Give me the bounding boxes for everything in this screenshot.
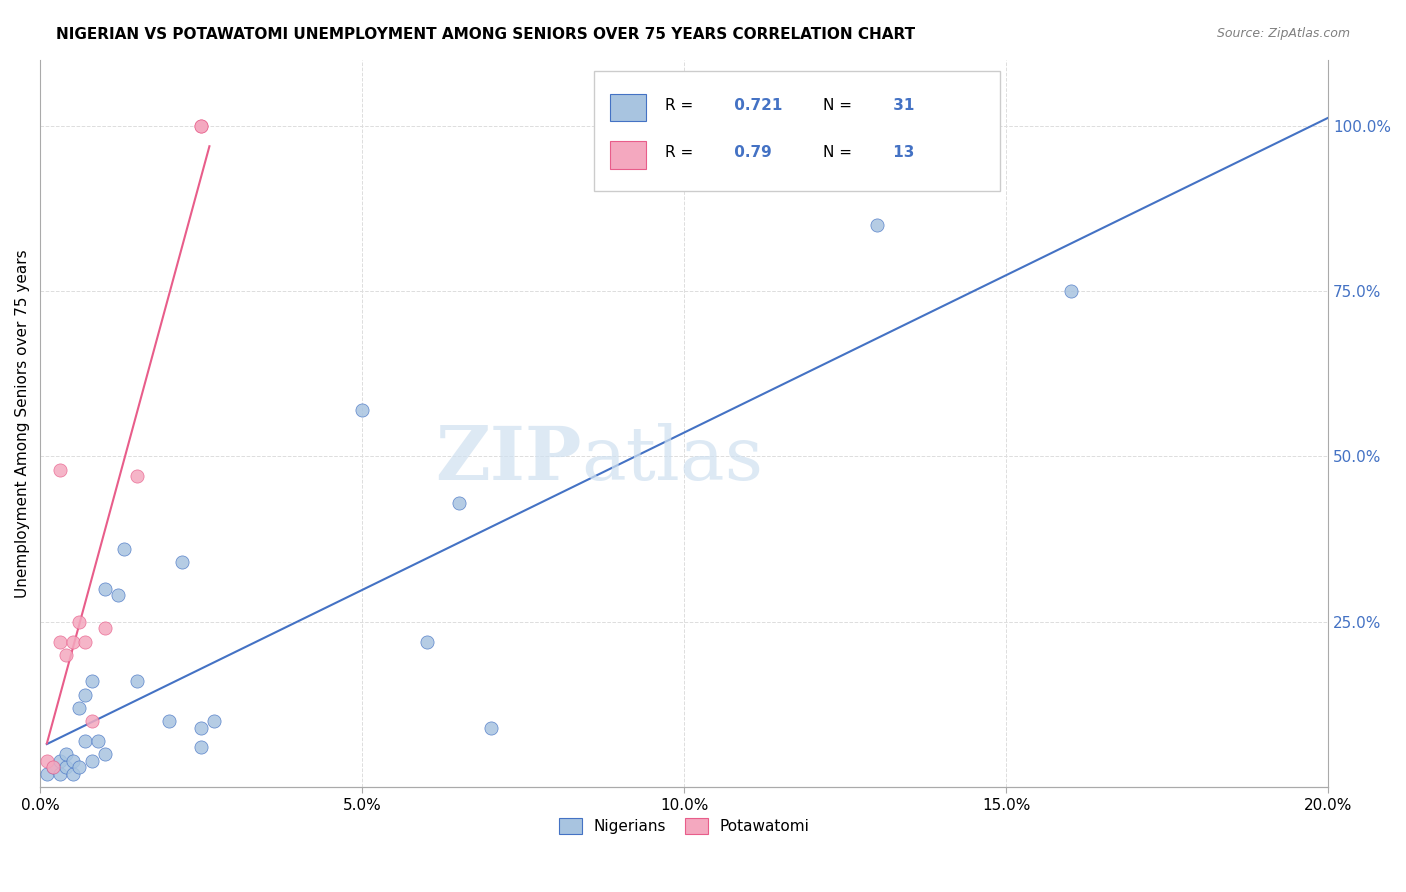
Point xyxy=(62,767,84,781)
Point xyxy=(67,615,90,629)
Point xyxy=(416,634,439,648)
Text: NIGERIAN VS POTAWATOMI UNEMPLOYMENT AMONG SENIORS OVER 75 YEARS CORRELATION CHAR: NIGERIAN VS POTAWATOMI UNEMPLOYMENT AMON… xyxy=(56,27,915,42)
Point xyxy=(87,734,110,748)
Point xyxy=(94,747,117,761)
Point xyxy=(48,754,70,768)
Point xyxy=(190,119,212,133)
Text: 0.721: 0.721 xyxy=(730,98,783,113)
Point xyxy=(42,760,65,774)
Point xyxy=(48,634,70,648)
Point xyxy=(80,714,103,728)
Point xyxy=(157,714,180,728)
Point xyxy=(67,700,90,714)
Y-axis label: Unemployment Among Seniors over 75 years: Unemployment Among Seniors over 75 years xyxy=(15,249,30,598)
Text: 0.79: 0.79 xyxy=(730,145,772,161)
Point xyxy=(80,754,103,768)
Point xyxy=(94,621,117,635)
Point xyxy=(447,496,470,510)
Point xyxy=(75,634,97,648)
Point xyxy=(190,119,212,133)
Point xyxy=(67,760,90,774)
Text: ZIP: ZIP xyxy=(434,423,581,496)
Text: Source: ZipAtlas.com: Source: ZipAtlas.com xyxy=(1216,27,1350,40)
Legend: Nigerians, Potawatomi: Nigerians, Potawatomi xyxy=(548,807,821,845)
Point xyxy=(170,555,193,569)
Point xyxy=(55,760,77,774)
Point xyxy=(125,674,148,689)
Point xyxy=(62,634,84,648)
Text: R =: R = xyxy=(665,98,693,113)
Point xyxy=(190,740,212,755)
Point xyxy=(48,767,70,781)
Point xyxy=(55,648,77,662)
Text: N =: N = xyxy=(824,145,852,161)
FancyBboxPatch shape xyxy=(610,141,645,169)
Point xyxy=(94,582,117,596)
Point xyxy=(48,463,70,477)
Text: atlas: atlas xyxy=(581,423,763,496)
Point xyxy=(190,721,212,735)
Point xyxy=(35,754,58,768)
Point xyxy=(35,767,58,781)
Text: R =: R = xyxy=(665,145,693,161)
Point xyxy=(479,721,502,735)
Point xyxy=(125,469,148,483)
Point xyxy=(75,688,97,702)
Point xyxy=(42,760,65,774)
FancyBboxPatch shape xyxy=(610,94,645,121)
Point xyxy=(1059,284,1081,298)
Text: 13: 13 xyxy=(887,145,914,161)
Point xyxy=(202,714,225,728)
Text: 31: 31 xyxy=(887,98,914,113)
Point xyxy=(107,588,129,602)
Point xyxy=(112,542,135,557)
Point xyxy=(866,218,889,232)
FancyBboxPatch shape xyxy=(595,70,1000,191)
Point xyxy=(80,674,103,689)
Point xyxy=(62,754,84,768)
Point xyxy=(352,403,374,417)
Point xyxy=(55,747,77,761)
Point xyxy=(75,734,97,748)
Text: N =: N = xyxy=(824,98,852,113)
